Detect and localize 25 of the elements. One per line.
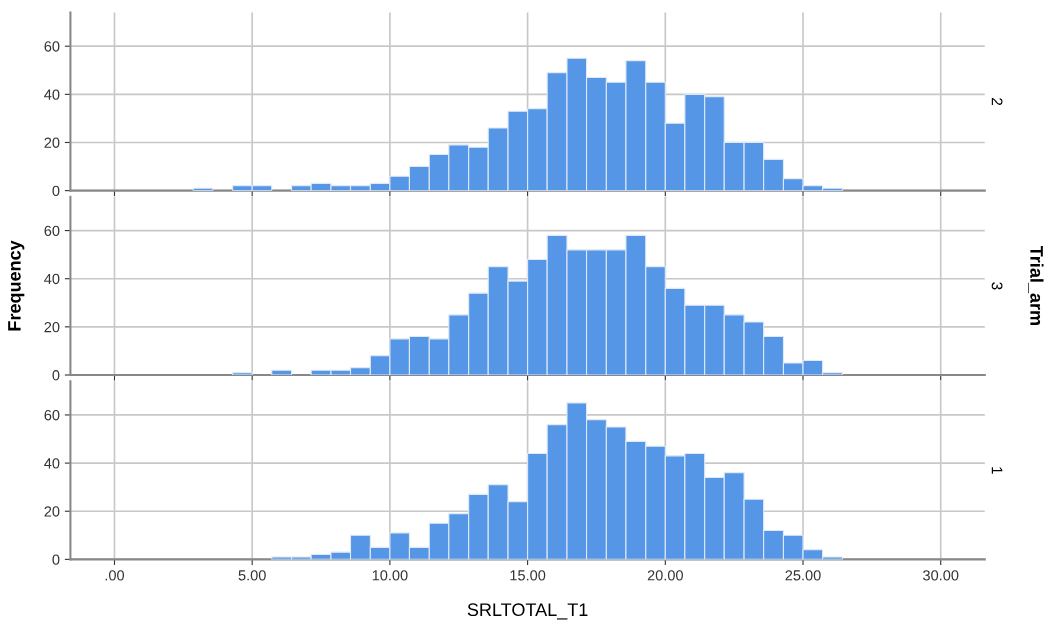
text: 1 [991, 467, 1003, 474]
x-tick-label: 10.00 [372, 570, 408, 581]
y-tick-label: 20 [44, 137, 60, 148]
text: 3 [991, 282, 1003, 290]
text: 2 [991, 98, 1003, 106]
y-tick-label: 0 [52, 185, 60, 197]
y-tick-label: 20 [44, 506, 60, 517]
x-tick-label: 30.00 [923, 570, 959, 581]
y-tick-label: 40 [44, 89, 60, 100]
y-tick-label: 20 [44, 321, 60, 333]
y-axis-title: Frequency [8, 240, 25, 331]
y-tick-label: 60 [44, 41, 60, 52]
y-tick-label: 0 [52, 554, 60, 565]
y-tick-label: 60 [44, 410, 60, 421]
x-tick-label: 5.00 [238, 570, 266, 581]
y-tick-label: 40 [44, 273, 60, 285]
x-tick-label: .00 [105, 570, 125, 581]
x-axis-title: SRLTOTAL_T1 [467, 603, 588, 620]
y-tick-label: 40 [44, 458, 60, 469]
x-tick-label: 20.00 [647, 570, 683, 581]
y2-axis-title: Trial_arm [1028, 245, 1044, 325]
y-tick-label: 0 [52, 370, 60, 381]
x-tick-label: 25.00 [785, 570, 821, 581]
y-tick-label: 60 [44, 225, 60, 236]
x-tick-label: 15.00 [510, 570, 546, 581]
